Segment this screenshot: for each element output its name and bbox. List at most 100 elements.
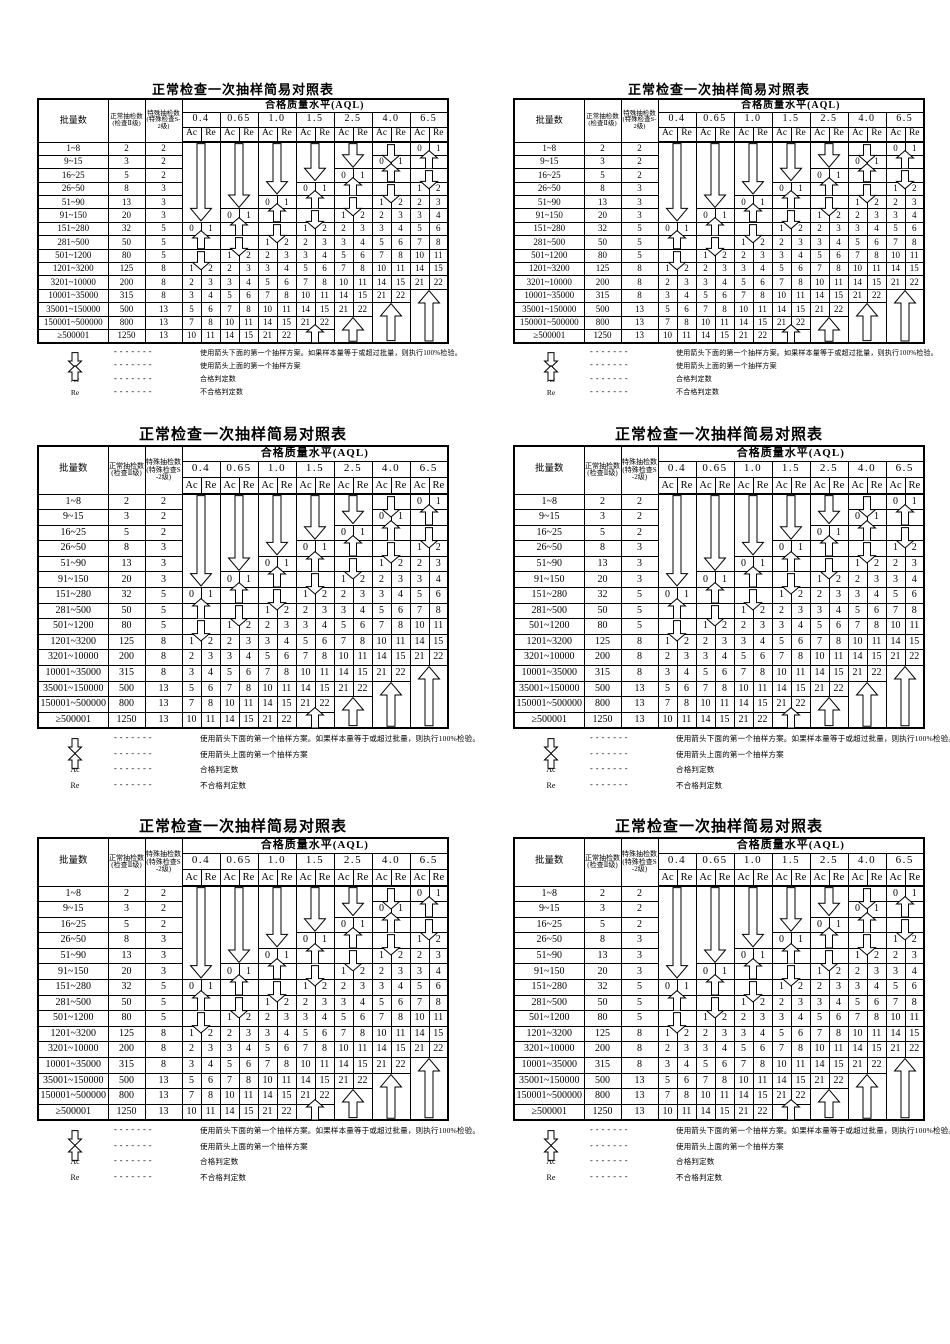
normal-sample-size-cell: 80 [107,618,146,635]
ac-value-cell: 14 [409,1025,430,1043]
legend-label: Re [70,780,80,790]
normal-sample-size-cell: 200 [583,275,622,290]
special-sample-size-cell: 2 [144,885,183,903]
re-value-cell: 4 [828,602,849,620]
legend-dash: ------- [113,749,154,759]
ac-value-cell: 3 [771,248,792,264]
table-row: 1~8 2 2 0 1 [37,885,449,981]
ac-value-cell: 5 [371,602,392,620]
re-header: Re [238,476,259,495]
long-up-arrow-icon [379,1073,403,1119]
re-value-cell: 6 [276,1041,297,1059]
normal-sample-size-cell: 500 [583,680,622,698]
special-sample-size-cell: 13 [144,302,183,317]
lot-range-cell: 10001~35000 [513,1057,585,1074]
ac-value-cell: 3 [295,618,316,635]
down-long-arrow-cell [657,141,697,223]
down-arrow-icon [857,144,877,164]
re-value-cell: 8 [828,633,849,651]
ac-value-cell: 3 [219,1041,240,1059]
re-value-cell: 3 [200,275,221,290]
legend-dash: ------- [113,361,154,371]
ac-value-cell: 7 [371,248,392,264]
up-arrow-icon [229,974,249,996]
ac-header: Ac [219,476,240,495]
ac-value-cell: 7 [333,1025,354,1043]
re-value-cell: 4 [676,288,697,304]
ac-value-cell: 2 [371,571,392,589]
legend-text: 使用箭头上面的第一个抽样方案 [676,361,777,370]
re-value-cell: 11 [200,1103,221,1121]
ac-value-cell: 2 [295,602,316,620]
ac-value-cell: 7 [885,602,906,620]
ac-header: Ac [219,126,240,143]
re-value-cell: 8 [200,1088,221,1105]
down-arrow-icon [743,589,763,611]
special-sample-size-cell: 8 [620,1041,659,1059]
ac-header: Ac [219,868,240,887]
ac-value-cell: 10 [409,1010,430,1027]
ac-value-cell: 10 [771,288,792,304]
ac-value-cell: 5 [295,633,316,651]
re-value-cell: 6 [390,235,411,250]
normal-sample-size-cell: 13 [107,555,146,573]
normal-sample-size-cell: 800 [583,315,622,330]
re-header: Re [904,126,925,143]
legend-text: 使用箭头上面的第一个抽样方案 [200,361,301,370]
ac-value-cell: 2 [809,979,830,996]
aql-level-header: 1.0 [257,460,297,478]
up-arrow-cell [295,190,335,210]
ac-value-cell: 5 [371,235,392,250]
sampling-table: 批量数 正常抽检数 (检查Ⅱ级) 特殊抽检数 (特殊检查S-2级) 合格质量水平(AQL)… [37,837,450,1121]
table-row: 501~1200 80 5 1 2 2 3 3 4 5 6 7 8 10 11 [513,248,925,271]
lot-range-cell: 9~15 [513,901,585,918]
ac-value-cell: 10 [657,1103,678,1121]
lot-range-cell: 281~500 [513,602,585,620]
table-row: 26~50 8 3 0 1 1 2 [513,535,925,564]
up-arrow-icon [705,216,725,237]
ac-value-cell: 5 [219,288,240,304]
ac-value-cell: 21 [809,302,830,317]
ac-value-cell: 2 [771,235,792,250]
lot-range-cell: 9~15 [37,154,109,170]
ac-value-cell: 14 [885,262,906,277]
up-arrow-cell [809,176,849,197]
ac-value-cell: 7 [657,696,678,713]
normal-sample-size-cell: 80 [583,618,622,635]
ac-value-cell: 3 [809,235,830,250]
ac-value-cell: 3 [219,275,240,290]
lot-range-cell: 151~280 [37,587,109,604]
ac-value-cell: 2 [885,947,906,965]
re-value-cell: 15 [238,711,259,729]
long-up-arrow-icon [893,1058,917,1119]
down-arrow-icon [667,1012,687,1034]
special-sample-header: 特殊抽检数 (特殊检查S-2级) [620,98,659,143]
ac-value-cell: 2 [733,1010,754,1027]
special-sample-size-cell: 5 [144,1010,183,1027]
down-arrow-icon [743,981,763,1003]
table-row: 26~50 8 3 0 1 1 2 [37,176,449,204]
re-value-cell: 3 [390,963,411,981]
re-value-cell: 3 [676,1041,697,1059]
ac-value-cell: 7 [809,1025,830,1043]
ac-value-cell: 2 [847,963,868,981]
up-arrow-icon [305,190,325,210]
table-title: 正常检查一次抽样简易对照表 [614,819,823,835]
up-arrow-cell [257,203,297,223]
aql-level-header: 0.4 [181,852,221,870]
ac-value-cell: 10 [181,1103,202,1121]
re-value-cell: 3 [390,208,411,223]
ac-value-cell: 10 [181,711,202,729]
ac-header: Ac [809,868,830,887]
ac-value-cell: 3 [371,587,392,604]
lot-range-cell: 16~25 [37,168,109,183]
up-arrow-icon [857,163,877,183]
legend-down-arrow-icon [67,737,83,754]
normal-sample-size-cell: 500 [107,1072,146,1090]
ac-value-cell: 2 [371,963,392,981]
down-arrow-icon [191,1012,211,1034]
re-value-cell: 6 [752,649,773,667]
lot-range-cell: 91~150 [37,571,109,589]
lot-range-cell: 151~280 [513,979,585,996]
normal-sample-header: 正常抽检数 (检查Ⅱ级) [107,98,146,143]
